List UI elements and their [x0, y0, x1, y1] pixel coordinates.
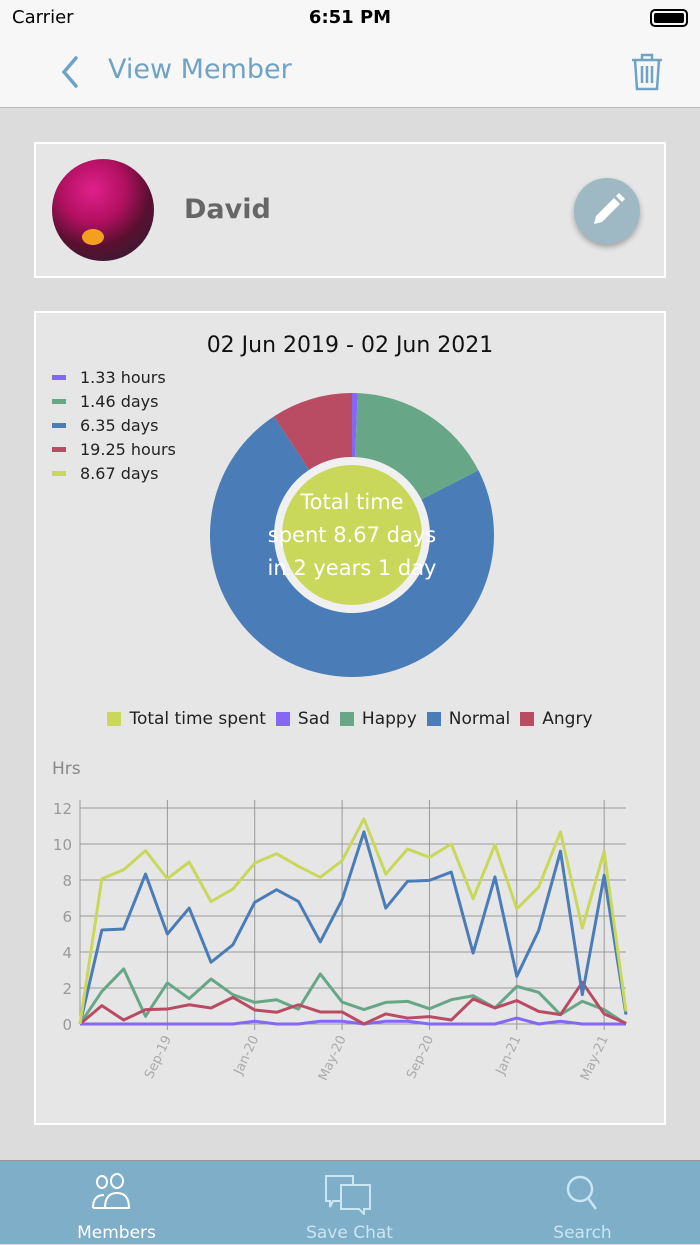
series-line-sad: [80, 1016, 626, 1026]
chart-card: 02 Jun 2019 - 02 Jun 2021 1.33 hours 1.4…: [34, 311, 666, 1125]
legend-item-total[interactable]: Total time spent: [107, 709, 266, 729]
line-legend: Total time spent Sad Happy Normal Angry: [36, 709, 664, 729]
grid: [79, 800, 626, 1030]
y-tick-label: 8: [62, 872, 72, 890]
page-title: View Member: [108, 54, 292, 85]
y-tick-label: 12: [53, 800, 72, 818]
pencil-icon: [594, 193, 625, 224]
y-tick-label: 6: [62, 908, 72, 926]
y-axis-label: Hrs: [52, 759, 81, 779]
trash-icon[interactable]: [630, 52, 664, 92]
center-line-1: Total time: [299, 490, 403, 514]
x-tick-label: Sep-20: [404, 1033, 437, 1081]
donut-slice-normal[interactable]: [210, 416, 495, 677]
center-line-3: in 2 years 1 day: [268, 556, 437, 580]
legend-item: 1.33 hours: [52, 365, 176, 389]
series-line-normal: [78, 830, 628, 1025]
legend-swatch: [52, 446, 66, 452]
legend-swatch: [52, 374, 66, 380]
legend-item: 8.67 days: [52, 461, 176, 485]
y-tick-label: 10: [53, 836, 72, 854]
donut-legend: 1.33 hours 1.46 days 6.35 days 19.25 hou…: [52, 365, 176, 485]
tab-search[interactable]: Search: [466, 1161, 699, 1245]
legend-item-happy[interactable]: Happy: [339, 709, 417, 729]
legend-swatch: [52, 470, 66, 476]
legend-swatch: [52, 422, 66, 428]
date-range: 02 Jun 2019 - 02 Jun 2021: [206, 333, 494, 358]
legend-item: 19.25 hours: [52, 437, 176, 461]
clock: 6:51 PM: [308, 7, 392, 28]
status-bar: Carrier 6:51 PM: [0, 0, 700, 36]
center-line-2: spent 8.67 days: [268, 523, 436, 547]
legend-item-angry[interactable]: Angry: [520, 709, 593, 729]
donut-slice-angry[interactable]: [274, 393, 352, 470]
y-tick-label: 2: [62, 980, 72, 998]
avatar: [52, 159, 154, 261]
y-tick-label: 0: [62, 1016, 72, 1034]
series-line-angry: [79, 980, 627, 1026]
tab-bar: Members Save Chat Search: [0, 1160, 700, 1244]
legend-item: 1.46 days: [52, 389, 176, 413]
y-tick-label: 4: [62, 944, 72, 962]
legend-item: 6.35 days: [52, 413, 176, 437]
x-tick-label: May-20: [316, 1033, 350, 1083]
members-icon: [92, 1173, 131, 1209]
tab-save-chat[interactable]: Save Chat: [233, 1161, 466, 1245]
donut-slice-sad[interactable]: [352, 393, 358, 458]
carrier-label: Carrier: [12, 7, 74, 28]
x-tick-label: May-21: [578, 1033, 612, 1083]
navigation-bar: View Member: [0, 36, 700, 108]
center-total-circle: [282, 465, 422, 605]
edit-button[interactable]: [574, 178, 640, 244]
x-tick-label: Sep-19: [142, 1033, 175, 1081]
tab-members[interactable]: Members: [0, 1161, 233, 1245]
chevron-left-icon[interactable]: [56, 54, 86, 90]
donut-chart: Total time spent 8.67 days in 2 years 1 …: [210, 393, 495, 677]
donut-slices: [210, 393, 495, 677]
donut-slice-happy[interactable]: [355, 393, 479, 500]
member-card: David: [34, 142, 666, 278]
series-line-total: [78, 817, 628, 1025]
chat-icon: [325, 1175, 371, 1215]
x-tick-label: Jan-21: [493, 1033, 524, 1078]
search-icon: [566, 1175, 598, 1210]
series-line-happy: [78, 967, 627, 1026]
member-name: David: [184, 194, 271, 225]
legend-item-sad[interactable]: Sad: [275, 709, 330, 729]
legend-item-normal[interactable]: Normal: [426, 709, 510, 729]
x-tick-label: Jan-20: [231, 1033, 262, 1078]
battery-icon: [650, 9, 688, 27]
legend-swatch: [52, 398, 66, 404]
